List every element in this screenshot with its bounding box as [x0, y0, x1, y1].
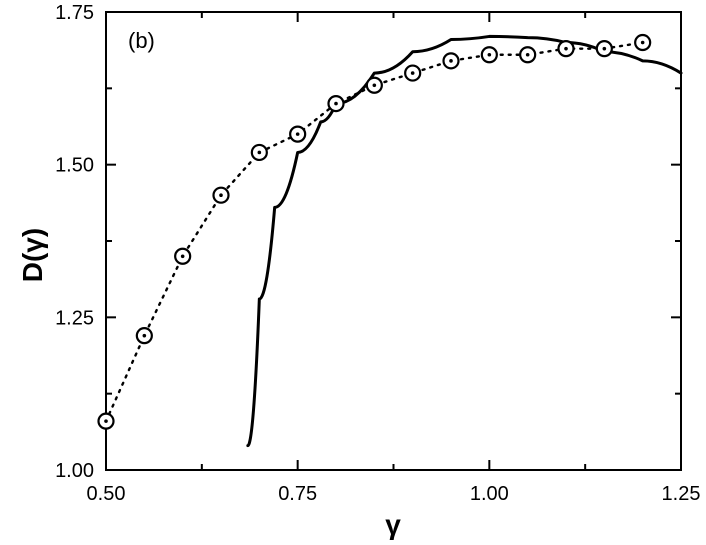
data-point-center	[487, 52, 492, 57]
x-tick-label: 0.50	[87, 483, 126, 505]
data-point-center	[295, 132, 300, 136]
data-point-center	[180, 254, 185, 259]
data-point-center	[449, 59, 453, 63]
x-tick-label: 0.75	[278, 483, 317, 505]
y-tick-label: 1.50	[55, 155, 94, 177]
y-tick-label: 1.75	[55, 2, 94, 24]
x-axis-ticks: 0.50 0.75 1.00 1.25	[87, 12, 701, 505]
x-axis-title: γ	[385, 509, 401, 540]
data-point-center	[410, 71, 415, 75]
data-point-center	[142, 333, 147, 338]
data-point-center	[257, 150, 262, 155]
data-point-center	[104, 419, 108, 423]
dotted-series-line	[104, 41, 644, 423]
y-tick-label: 1.25	[55, 307, 94, 329]
x-tick-label: 1.00	[470, 483, 509, 505]
x-tick-label: 1.25	[662, 483, 701, 505]
y-tick-label: 1.00	[55, 460, 94, 482]
data-point-center	[372, 83, 377, 88]
data-point-center	[640, 40, 645, 45]
series-layer	[97, 33, 683, 448]
y-axis-ticks: 1.00 1.25 1.50 1.75	[55, 2, 681, 482]
data-point-center	[564, 46, 568, 51]
data-point-center	[525, 52, 530, 57]
y-axis-title: D(γ)	[17, 228, 48, 282]
data-point-center	[334, 101, 338, 106]
data-point-center	[219, 193, 223, 197]
data-point-center	[602, 46, 607, 51]
panel-label: (b)	[128, 28, 155, 53]
solid-series-line	[246, 34, 683, 448]
